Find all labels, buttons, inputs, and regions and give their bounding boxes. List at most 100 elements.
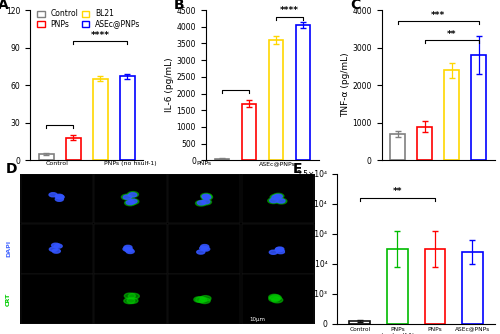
Bar bbox=[418, 127, 432, 160]
Bar bbox=[390, 134, 405, 160]
Text: DAPI: DAPI bbox=[6, 240, 11, 258]
Text: Merge: Merge bbox=[6, 188, 11, 210]
Circle shape bbox=[200, 296, 211, 301]
Circle shape bbox=[123, 247, 131, 251]
Circle shape bbox=[276, 198, 287, 204]
Circle shape bbox=[277, 199, 285, 203]
Circle shape bbox=[127, 298, 138, 304]
Circle shape bbox=[124, 298, 135, 304]
Circle shape bbox=[269, 296, 280, 302]
Text: ****: **** bbox=[90, 31, 110, 40]
Bar bbox=[472, 55, 486, 160]
Circle shape bbox=[202, 194, 210, 198]
Text: **: ** bbox=[447, 30, 456, 38]
Bar bbox=[444, 70, 459, 160]
Circle shape bbox=[128, 293, 140, 299]
Text: PNPs (no hsulf-1): PNPs (no hsulf-1) bbox=[104, 161, 157, 166]
Circle shape bbox=[124, 245, 132, 249]
Bar bbox=[39, 154, 54, 160]
FancyBboxPatch shape bbox=[94, 224, 166, 274]
Bar bbox=[93, 79, 108, 160]
Circle shape bbox=[202, 200, 210, 204]
Circle shape bbox=[52, 243, 60, 247]
Circle shape bbox=[196, 297, 206, 303]
Circle shape bbox=[268, 294, 280, 300]
Circle shape bbox=[196, 250, 205, 254]
Circle shape bbox=[274, 194, 282, 198]
Circle shape bbox=[268, 198, 279, 203]
Text: ****: **** bbox=[280, 6, 299, 15]
FancyBboxPatch shape bbox=[242, 224, 314, 274]
Circle shape bbox=[194, 297, 205, 302]
Text: 10μm: 10μm bbox=[250, 317, 266, 322]
Circle shape bbox=[49, 193, 57, 197]
Bar bbox=[214, 159, 230, 160]
FancyBboxPatch shape bbox=[168, 224, 240, 274]
Circle shape bbox=[196, 200, 206, 206]
Circle shape bbox=[272, 297, 282, 303]
Bar bbox=[387, 249, 407, 324]
Circle shape bbox=[55, 194, 64, 198]
FancyBboxPatch shape bbox=[20, 224, 93, 274]
FancyBboxPatch shape bbox=[20, 174, 93, 223]
Circle shape bbox=[124, 200, 136, 206]
Circle shape bbox=[200, 193, 211, 199]
FancyBboxPatch shape bbox=[20, 274, 93, 324]
Y-axis label: TNF-α (pg/mL): TNF-α (pg/mL) bbox=[340, 53, 349, 118]
Bar bbox=[242, 104, 256, 160]
Circle shape bbox=[275, 247, 283, 252]
Y-axis label: MFI: MFI bbox=[284, 241, 294, 257]
Circle shape bbox=[122, 194, 132, 200]
Circle shape bbox=[126, 249, 134, 254]
Circle shape bbox=[128, 193, 137, 197]
Circle shape bbox=[56, 195, 64, 199]
Circle shape bbox=[54, 244, 62, 248]
Text: ASEc@PNPs: ASEc@PNPs bbox=[260, 161, 296, 166]
Circle shape bbox=[123, 195, 132, 199]
Bar bbox=[424, 249, 445, 324]
Circle shape bbox=[270, 198, 278, 203]
Text: D: D bbox=[6, 162, 17, 176]
FancyBboxPatch shape bbox=[168, 274, 240, 324]
Bar bbox=[296, 25, 310, 160]
Legend: Control, PNPs, BL21, ASEc@PNPs: Control, PNPs, BL21, ASEc@PNPs bbox=[34, 6, 144, 32]
Text: **: ** bbox=[392, 187, 402, 196]
Circle shape bbox=[200, 199, 211, 205]
Circle shape bbox=[270, 250, 278, 254]
Bar bbox=[268, 40, 283, 160]
Circle shape bbox=[198, 201, 205, 205]
Circle shape bbox=[129, 199, 137, 203]
Y-axis label: IL-6 (pg/mL): IL-6 (pg/mL) bbox=[165, 58, 174, 113]
FancyBboxPatch shape bbox=[242, 174, 314, 223]
Circle shape bbox=[202, 194, 212, 200]
Circle shape bbox=[270, 194, 281, 200]
Circle shape bbox=[200, 244, 209, 249]
Circle shape bbox=[128, 192, 138, 197]
Circle shape bbox=[199, 298, 210, 304]
FancyBboxPatch shape bbox=[242, 274, 314, 324]
Circle shape bbox=[276, 249, 284, 254]
Text: CRT: CRT bbox=[6, 292, 11, 306]
Circle shape bbox=[276, 247, 284, 251]
Text: E: E bbox=[293, 162, 302, 176]
Circle shape bbox=[126, 200, 134, 205]
FancyBboxPatch shape bbox=[168, 174, 240, 223]
FancyBboxPatch shape bbox=[94, 174, 166, 223]
FancyBboxPatch shape bbox=[94, 274, 166, 324]
Circle shape bbox=[202, 195, 211, 199]
Bar bbox=[462, 252, 483, 324]
Circle shape bbox=[202, 247, 209, 251]
Circle shape bbox=[272, 195, 280, 199]
Circle shape bbox=[125, 248, 133, 252]
Text: B: B bbox=[174, 0, 184, 12]
Text: A: A bbox=[0, 0, 9, 12]
Bar bbox=[120, 76, 134, 160]
Bar bbox=[66, 138, 80, 160]
Circle shape bbox=[270, 295, 281, 301]
Text: Control: Control bbox=[46, 161, 68, 166]
Circle shape bbox=[124, 293, 136, 299]
Text: ***: *** bbox=[431, 11, 446, 20]
Circle shape bbox=[128, 199, 139, 204]
Text: C: C bbox=[350, 0, 360, 12]
Circle shape bbox=[52, 249, 60, 253]
